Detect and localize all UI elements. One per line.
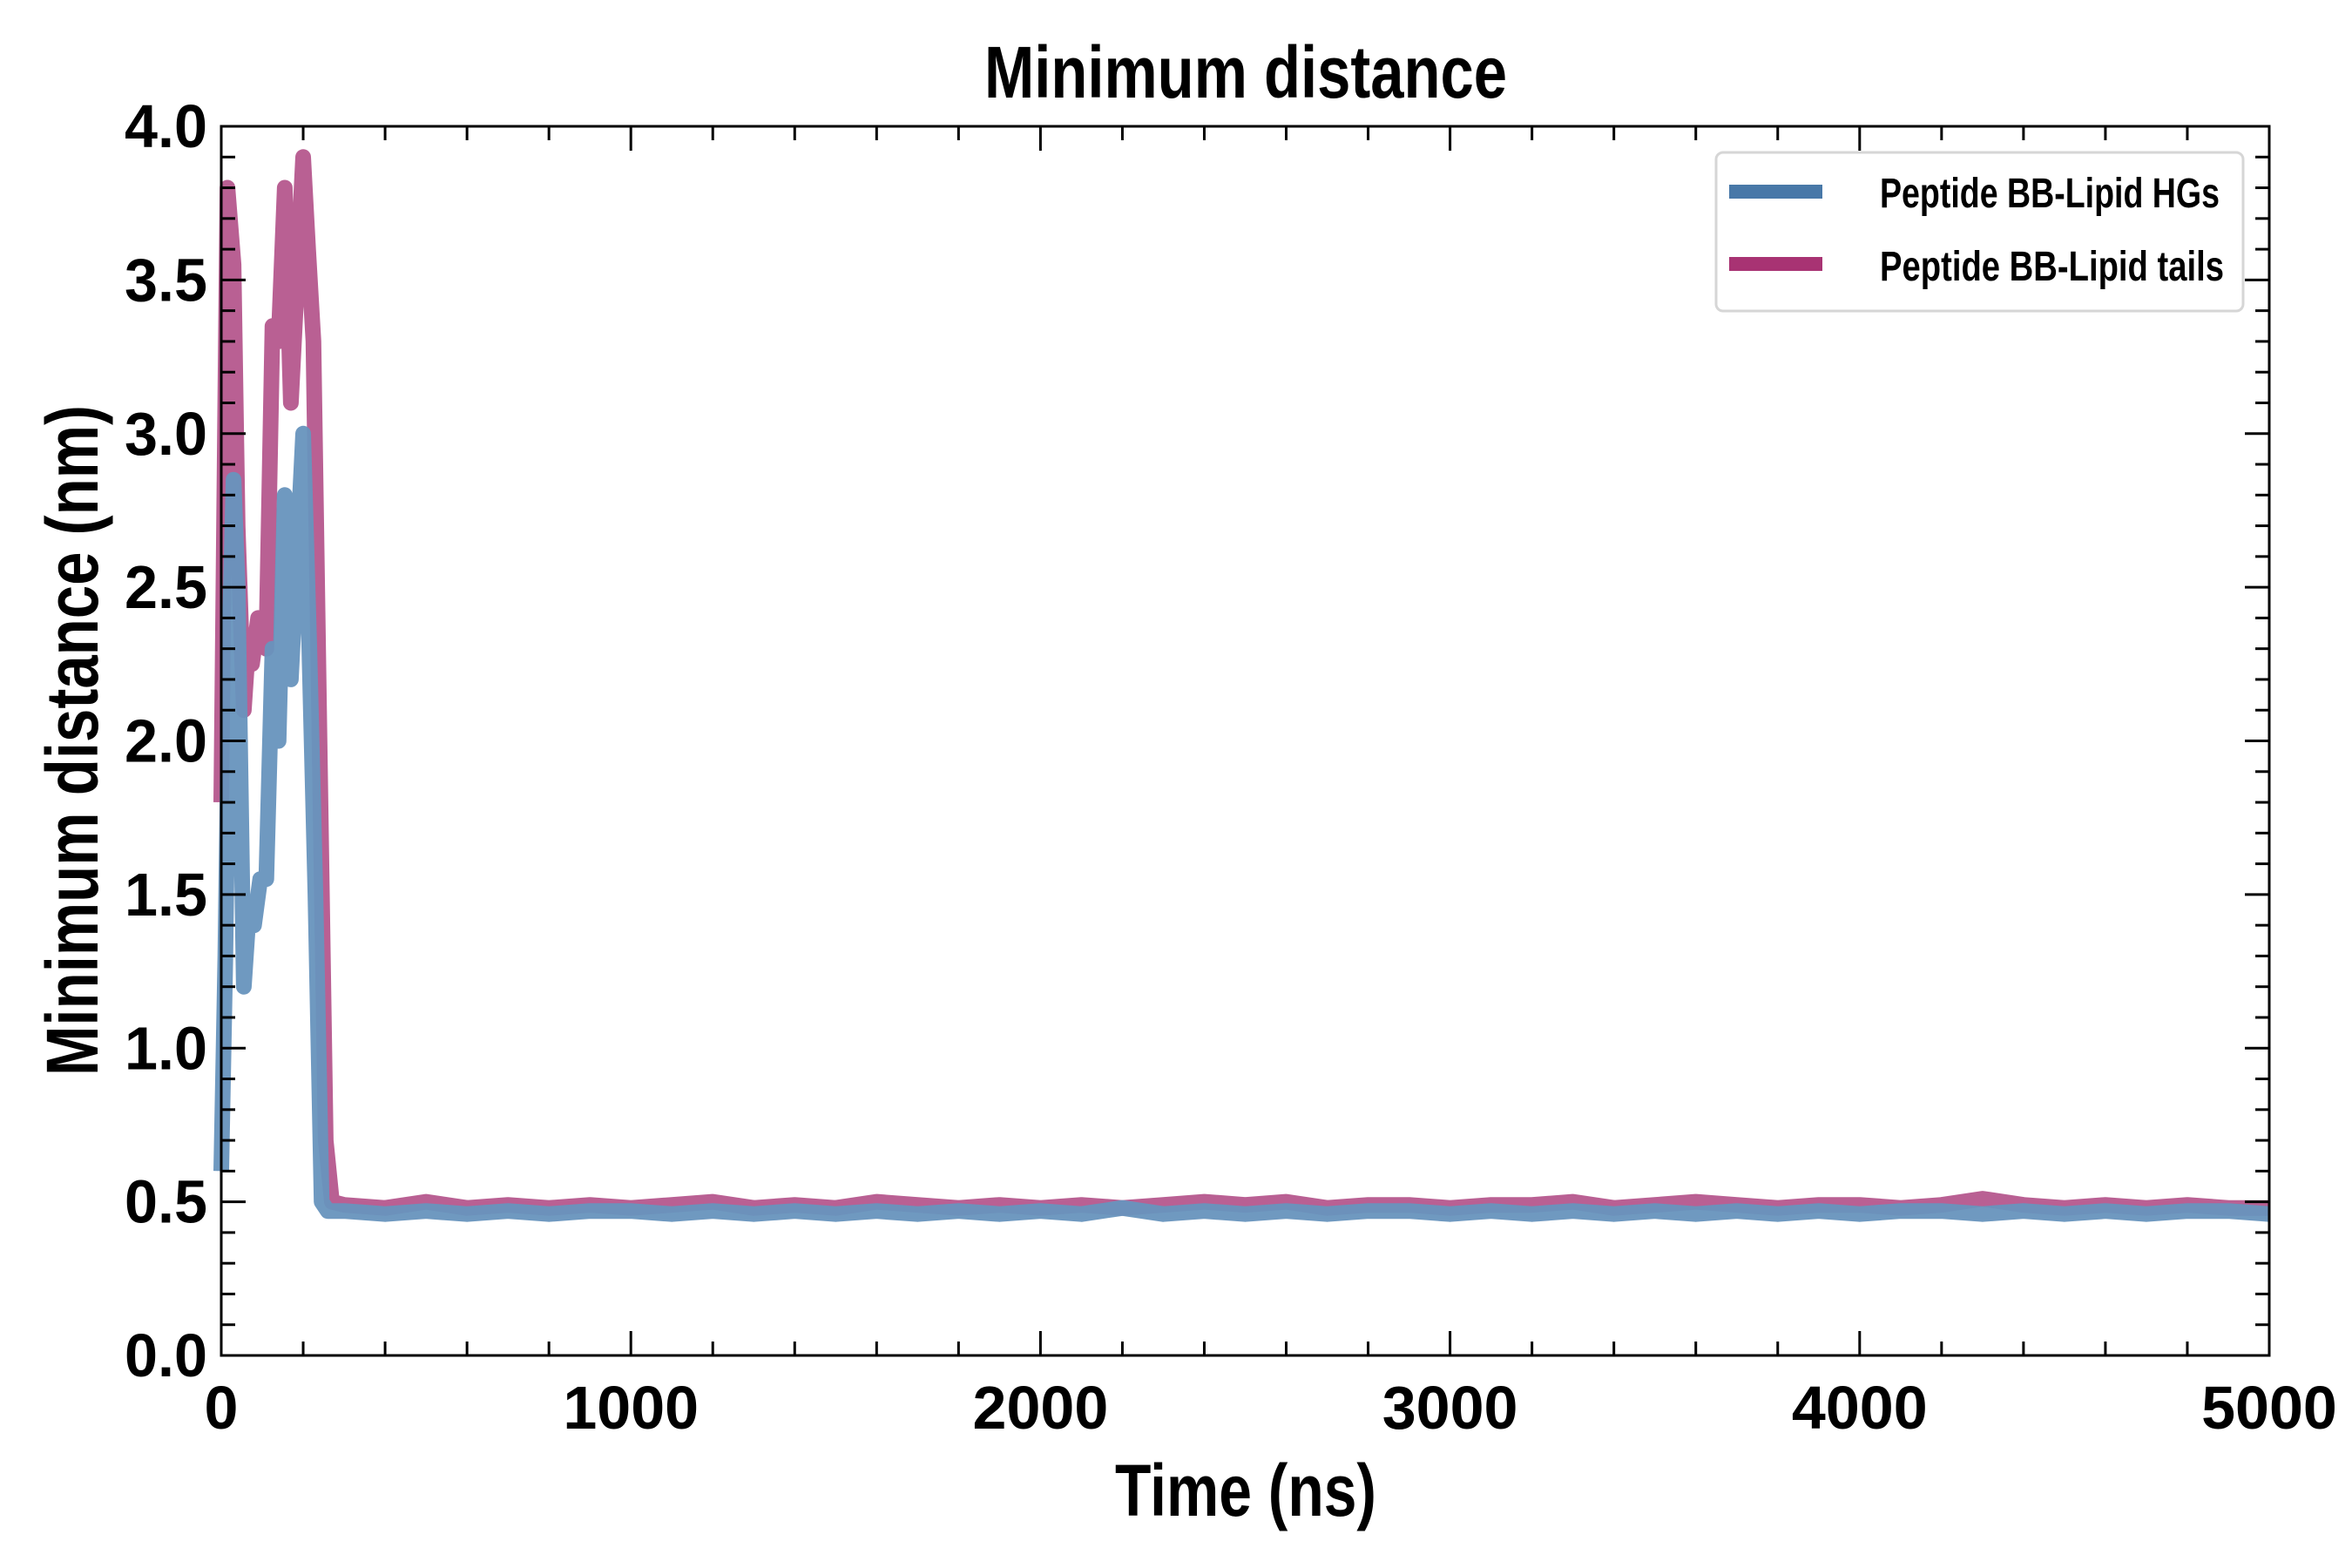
x-tick-label: 1000 — [563, 1374, 699, 1442]
y-tick-label: 3.5 — [125, 246, 207, 314]
y-tick-label: 1.0 — [125, 1014, 207, 1082]
series-layer — [213, 149, 2270, 1222]
y-tick-label: 4.0 — [125, 92, 207, 160]
legend-label-hgs: Peptide BB-Lipid HGs — [1880, 171, 2220, 217]
x-tick-label: 3000 — [1382, 1374, 1518, 1442]
legend-box — [1714, 151, 2245, 313]
x-tick-label: 5000 — [2201, 1374, 2337, 1442]
series-line-hgs — [213, 425, 2270, 1222]
y-tick-label: 2.0 — [125, 707, 207, 775]
series-line-tails — [213, 149, 2269, 1216]
legend: Peptide BB-Lipid HGs Peptide BB-Lipid ta… — [1714, 151, 2245, 313]
y-tick-label: 3.0 — [125, 400, 207, 468]
chart-title: Minimum distance — [984, 31, 1507, 113]
legend-swatch-hgs — [1729, 185, 1822, 199]
legend-swatch-tails — [1729, 257, 1822, 271]
y-axis-label: Minimum distance (nm) — [31, 405, 113, 1076]
plot-frame — [220, 125, 2271, 1357]
y-tick-label: 0.0 — [125, 1321, 207, 1389]
tick-layer: 0 1000 2000 3000 4000 5000 0.0 0.5 1.0 1.5 2.0 2.5 3… — [125, 92, 2337, 1442]
x-tick-label: 4000 — [1792, 1374, 1928, 1442]
y-tick-label: 0.5 — [125, 1168, 207, 1236]
x-tick-label: 2000 — [973, 1374, 1109, 1442]
x-axis-label: Time (ns) — [1115, 1450, 1376, 1531]
y-tick-label: 2.5 — [125, 553, 207, 621]
x-tick-label: 0 — [205, 1374, 239, 1442]
y-tick-label: 1.5 — [125, 861, 207, 929]
legend-label-tails: Peptide BB-Lipid tails — [1880, 244, 2224, 290]
